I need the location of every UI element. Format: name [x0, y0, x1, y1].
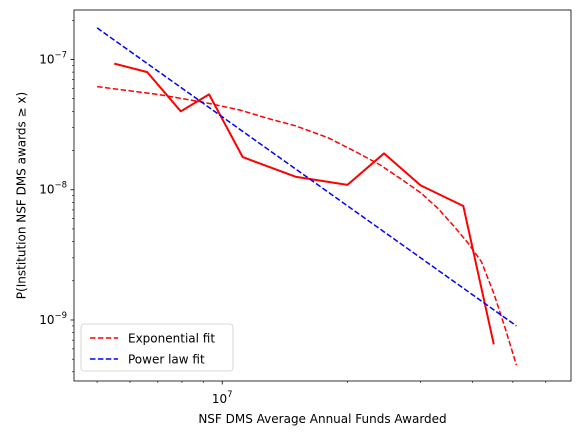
y-tick-label: 10−9: [39, 311, 67, 327]
x-tick-label: 107: [212, 390, 233, 406]
x-axis-title: NSF DMS Average Annual Funds Awarded: [198, 412, 446, 426]
power-law-fit-line: [96, 27, 517, 327]
y-tick-label: 10−8: [39, 181, 67, 197]
exponential-fit-line: [97, 85, 518, 366]
legend-box: [80, 323, 234, 372]
y-axis-title: P(Institution NSF DMS awards ≥ x): [15, 92, 29, 299]
series-layer: [96, 27, 518, 366]
legend: Exponential fit Power law fit: [80, 323, 234, 372]
legend-label: Exponential fit: [128, 332, 215, 346]
axis-layer: 10−7 10−8 10−9 107: [39, 20, 547, 406]
y-tick-label: 10−7: [39, 51, 67, 67]
data-line: [114, 62, 495, 345]
legend-label: Power law fit: [128, 353, 205, 367]
